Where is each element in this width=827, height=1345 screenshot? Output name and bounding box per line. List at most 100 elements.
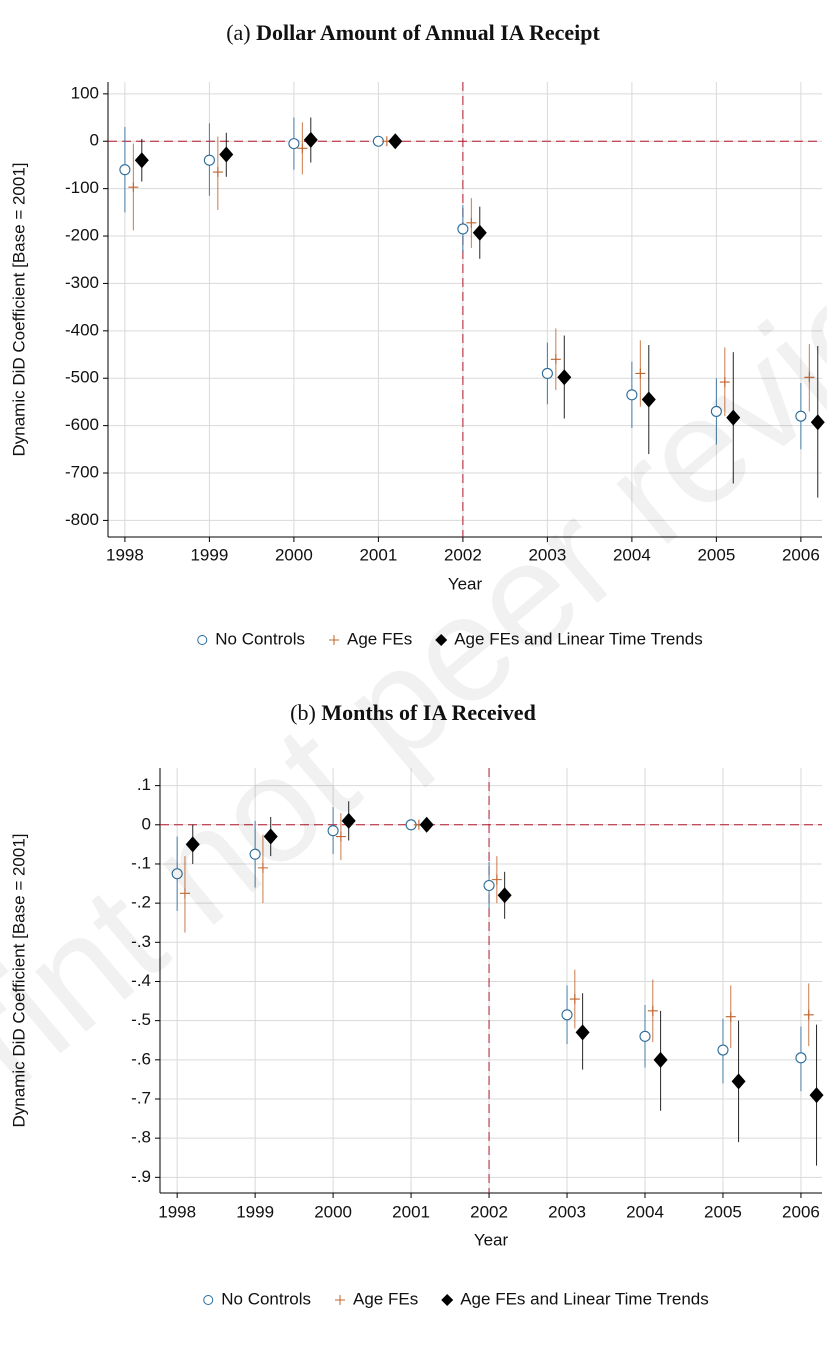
marker <box>795 1052 807 1064</box>
x-axis-title: Year <box>474 1230 509 1249</box>
marker <box>119 164 131 176</box>
x-tick-label: 2004 <box>613 545 651 564</box>
title-text: Months of IA Received <box>321 700 535 725</box>
marker <box>249 848 261 860</box>
x-tick-label: 2002 <box>444 545 482 564</box>
legend-label: No Controls <box>215 629 305 648</box>
marker <box>472 224 487 241</box>
legend-marker <box>335 1295 346 1305</box>
x-tick-label: 2006 <box>782 545 820 564</box>
marker <box>810 414 825 431</box>
x-tick-label: 1998 <box>106 545 144 564</box>
y-tick-label: .1 <box>137 775 151 794</box>
legend-label: Age FEs <box>347 629 412 648</box>
y-tick-label: -.9 <box>131 1167 151 1186</box>
x-tick-label: 2000 <box>314 1202 352 1221</box>
legend-item: Age FEs <box>329 629 412 648</box>
panel-label: (a) <box>226 20 250 45</box>
marker <box>541 367 553 380</box>
marker <box>719 377 730 388</box>
marker <box>575 1024 590 1041</box>
marker <box>626 389 638 401</box>
x-tick-label: 2003 <box>548 1202 586 1221</box>
legend-marker <box>329 635 340 645</box>
legend-marker <box>197 635 208 645</box>
marker <box>635 368 646 379</box>
x-tick-label: 1999 <box>236 1202 274 1221</box>
marker <box>212 167 223 178</box>
legend-item: No Controls <box>203 1289 311 1308</box>
marker <box>569 994 580 1005</box>
x-tick-label: 1999 <box>190 545 228 564</box>
legend-marker <box>441 1294 454 1306</box>
legend-label: No Controls <box>221 1289 311 1308</box>
legend-label: Age FEs and Linear Time Trends <box>454 629 703 648</box>
marker <box>303 131 318 148</box>
chart-title: (b) Months of IA Received <box>290 700 536 725</box>
marker <box>804 372 815 383</box>
legend-label: Age FEs <box>353 1289 418 1308</box>
marker <box>466 217 477 228</box>
marker <box>341 812 356 829</box>
legend-item: No Controls <box>197 629 305 648</box>
marker <box>653 1051 668 1068</box>
y-tick-label: -800 <box>65 510 99 529</box>
marker <box>725 1011 736 1022</box>
marker <box>419 816 434 833</box>
marker <box>639 1030 651 1042</box>
watermark: Preprint not peer reviewed <box>0 61 827 1321</box>
legend-label: Age FEs and Linear Time Trends <box>460 1289 709 1308</box>
x-tick-label: 2000 <box>275 545 313 564</box>
marker <box>297 143 308 154</box>
marker <box>327 825 339 837</box>
legend-marker <box>435 634 448 646</box>
y-tick-label: -400 <box>65 320 99 339</box>
x-tick-label: 2002 <box>470 1202 508 1221</box>
y-axis-title: Dynamic DiD Coefficient [Base = 2001] <box>9 162 28 456</box>
marker <box>726 409 741 426</box>
title-text: Dollar Amount of Annual IA Receipt <box>256 20 600 45</box>
x-tick-label: 2001 <box>359 545 397 564</box>
x-tick-label: 2004 <box>626 1202 664 1221</box>
marker <box>717 1044 729 1056</box>
marker <box>731 1073 746 1090</box>
marker <box>203 154 215 166</box>
y-tick-label: -600 <box>65 415 99 434</box>
y-tick-label: -.2 <box>131 893 151 912</box>
y-tick-label: 100 <box>71 83 99 102</box>
marker <box>647 1005 658 1016</box>
y-tick-label: -.3 <box>131 932 151 951</box>
marker <box>795 410 807 422</box>
y-tick-label: -.7 <box>131 1088 151 1107</box>
marker <box>641 391 656 408</box>
marker <box>803 1009 814 1020</box>
legend: No Controls Age FEs Age FEs and Linear Tim… <box>203 1289 709 1308</box>
marker <box>128 182 139 193</box>
x-tick-label: 2003 <box>528 545 566 564</box>
marker <box>557 369 572 386</box>
y-tick-label: -100 <box>65 178 99 197</box>
legend-item: Age FEs and Linear Time Trends <box>441 1289 709 1308</box>
marker <box>171 868 183 880</box>
x-tick-label: 2006 <box>782 1202 820 1221</box>
x-tick-label: 2005 <box>697 545 735 564</box>
y-tick-label: -200 <box>65 226 99 245</box>
legend-item: Age FEs <box>335 1289 418 1308</box>
y-tick-label: 0 <box>90 131 99 150</box>
marker <box>550 354 561 365</box>
x-tick-label: 2001 <box>392 1202 430 1221</box>
marker <box>491 874 502 885</box>
y-axis-title: Dynamic DiD Coefficient [Base = 2001] <box>9 833 28 1127</box>
marker <box>497 887 512 904</box>
y-tick-label: -700 <box>65 463 99 482</box>
marker <box>288 138 300 150</box>
legend-item: Age FEs and Linear Time Trends <box>435 629 703 648</box>
x-axis-title: Year <box>448 574 483 593</box>
chart-title: (a) Dollar Amount of Annual IA Receipt <box>226 20 600 45</box>
y-tick-label: -300 <box>65 273 99 292</box>
y-tick-label: 0 <box>142 814 151 833</box>
x-tick-label: 1998 <box>158 1202 196 1221</box>
y-tick-label: -.1 <box>131 853 151 872</box>
